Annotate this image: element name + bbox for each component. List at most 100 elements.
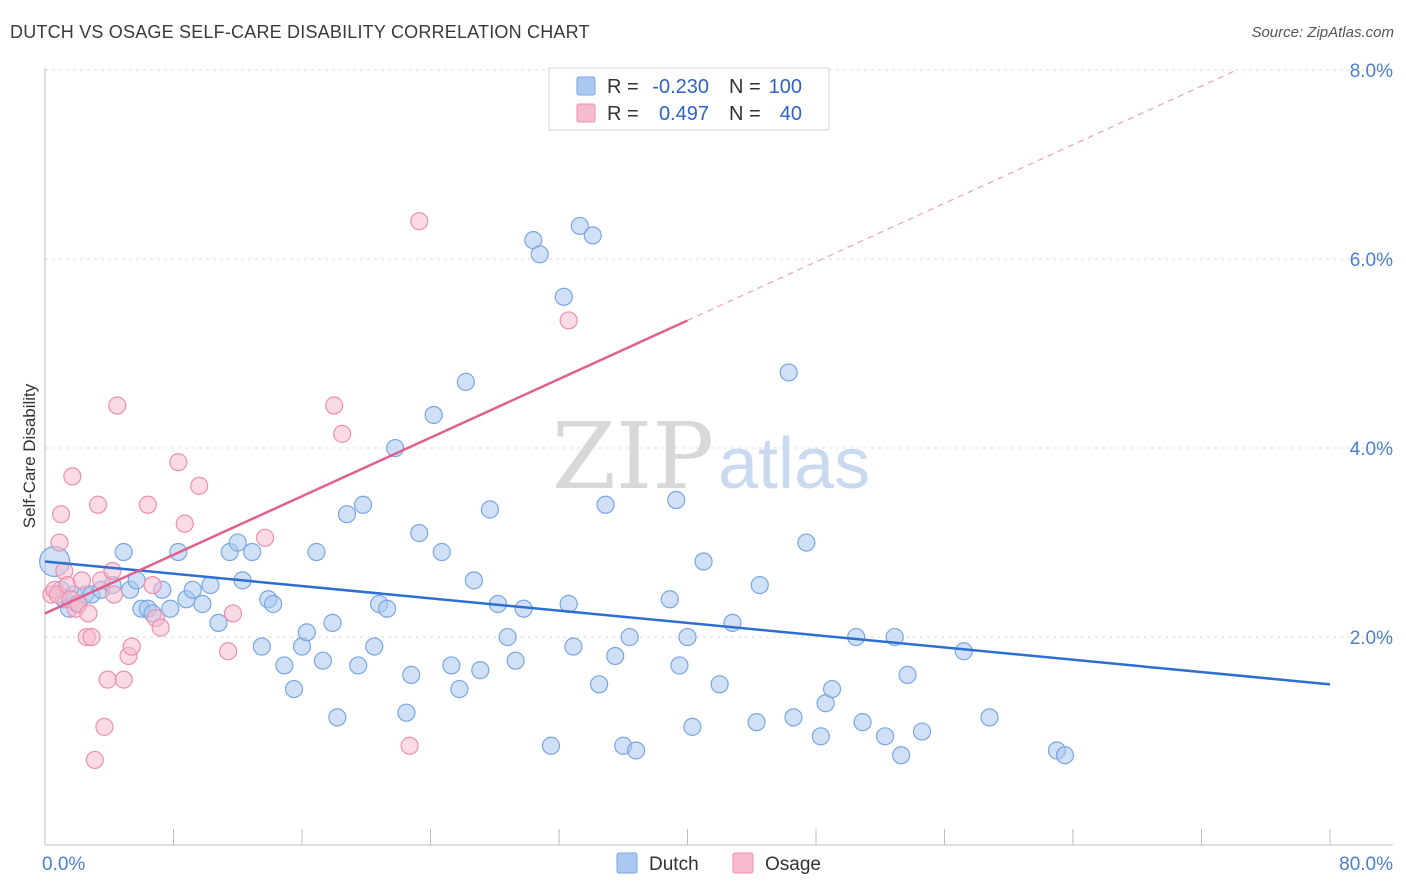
dutch-point <box>620 627 639 647</box>
dutch-point <box>471 661 490 680</box>
osage-point <box>88 495 108 514</box>
osage-point <box>255 528 275 547</box>
osage-point <box>98 670 117 689</box>
dutch-point <box>323 613 342 632</box>
dutch-point <box>980 708 999 727</box>
dutch-point <box>667 490 686 510</box>
watermark-atlas: atlas <box>718 424 870 504</box>
dutch-point <box>678 627 697 647</box>
dutch-point <box>853 713 872 732</box>
bottom-legend: Dutch Osage <box>616 852 821 875</box>
dutch-point <box>797 533 816 552</box>
osage-point <box>325 396 344 415</box>
dutch-point <box>378 599 397 618</box>
dutch-point <box>747 713 766 732</box>
chart-title: DUTCH VS OSAGE SELF-CARE DISABILITY CORR… <box>10 22 590 42</box>
dutch-point <box>683 717 702 736</box>
dutch-point <box>252 637 271 656</box>
x-tick-label-max: 80.0% <box>1339 854 1393 875</box>
dutch-point <box>912 722 932 741</box>
osage-point <box>82 627 101 647</box>
osage-point <box>138 495 157 514</box>
watermark-zip: ZIP <box>552 403 714 510</box>
legend-dutch-r-value: -0.230 <box>652 76 709 98</box>
y-tick-label: 6.0% <box>1350 250 1393 271</box>
osage-point <box>85 750 104 770</box>
dutch-point <box>161 599 180 618</box>
chart-source: Source: ZipAtlas.com <box>1251 24 1394 41</box>
dutch-point <box>898 665 917 684</box>
dutch-point <box>201 575 220 595</box>
dutch-point <box>570 216 589 236</box>
dutch-point <box>397 703 416 722</box>
osage-point <box>169 453 188 472</box>
dutch-point <box>892 746 911 765</box>
legend-dutch-n-label: N = <box>729 76 761 98</box>
osage-point <box>151 618 170 637</box>
legend-osage-n-value: 40 <box>780 103 802 125</box>
osage-point <box>51 505 71 524</box>
trend-layer <box>44 70 1331 686</box>
bottom-legend-osage-swatch <box>732 852 754 874</box>
dutch-point <box>554 287 573 306</box>
dutch-point <box>337 505 357 524</box>
legend-osage-r-label: R = <box>607 103 639 125</box>
osage-point <box>104 585 124 604</box>
dutch-point <box>811 727 830 746</box>
osage-point <box>143 575 162 595</box>
dutch-point <box>114 542 133 562</box>
y-axis-label: Self-Care Disability <box>20 383 39 528</box>
dutch-point <box>626 741 646 760</box>
dutch-point <box>583 226 602 245</box>
osage-point <box>223 604 243 623</box>
dutch-point <box>328 708 347 727</box>
dutch-trend-line <box>44 560 1331 686</box>
dutch-point <box>670 656 689 675</box>
legend-dutch-r-label: R = <box>607 76 639 98</box>
dutch-point <box>432 542 451 562</box>
bottom-legend-dutch-swatch <box>616 852 638 874</box>
y-tick-label: 2.0% <box>1350 628 1393 649</box>
osage-point <box>72 571 92 590</box>
dutch-point <box>606 646 625 666</box>
legend-dutch-swatch <box>576 76 596 96</box>
dutch-point <box>442 656 461 675</box>
osage-point <box>333 424 352 443</box>
osage-point <box>63 467 82 486</box>
y-tick-label: 8.0% <box>1350 61 1393 82</box>
osage-trend-line <box>44 319 689 615</box>
dutch-point <box>209 613 228 632</box>
dutch-point <box>349 656 368 675</box>
dutch-point <box>284 679 304 699</box>
legend-osage-swatch <box>576 103 596 123</box>
legend-osage-n-label: N = <box>729 103 761 125</box>
dutch-point <box>875 727 895 746</box>
dutch-point <box>313 651 332 670</box>
dutch-point <box>456 372 475 391</box>
bottom-legend-osage-label: Osage <box>765 854 821 875</box>
osage-point <box>114 670 133 689</box>
osage-point <box>559 311 578 330</box>
dutch-point <box>660 590 679 609</box>
dutch-point <box>847 627 866 647</box>
top-legend: R = -0.230 N = 100 R = 0.497 N = 40 <box>548 67 830 131</box>
dutch-point <box>596 495 615 514</box>
dutch-point <box>307 542 326 562</box>
dutch-point <box>541 736 561 755</box>
legend-box <box>548 67 830 131</box>
dutch-point <box>1055 746 1075 765</box>
osage-point <box>400 736 419 755</box>
osage-point <box>219 642 238 661</box>
dutch-point <box>424 405 443 425</box>
dutch-point <box>498 627 517 647</box>
osage-point <box>79 604 98 623</box>
dutch-point <box>297 623 316 642</box>
dutch-point <box>183 580 202 599</box>
y-tick-label: 4.0% <box>1350 439 1393 460</box>
x-tick-label-min: 0.0% <box>42 854 85 875</box>
dutch-point <box>464 571 483 590</box>
dutch-point <box>410 524 429 543</box>
dutch-point <box>694 552 713 571</box>
dutch-point <box>275 656 294 675</box>
